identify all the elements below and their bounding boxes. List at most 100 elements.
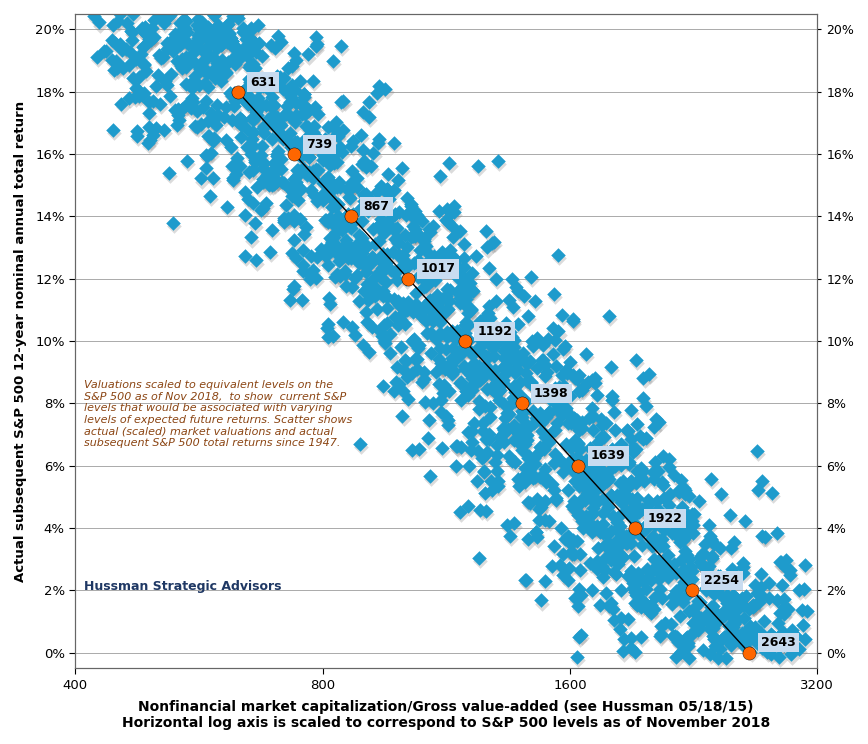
Point (115, 101, 129, 113)
Point (345, 144, 359, 155)
Point (530, 493, 544, 504)
Point (571, 417, 585, 429)
Point (237, 94, 251, 106)
Point (641, 522, 654, 533)
Point (517, 437, 531, 449)
Point (516, 408, 530, 420)
Point (658, 617, 672, 629)
Point (388, 269, 402, 281)
Point (536, 597, 549, 609)
Point (271, 179, 285, 190)
Point (610, 571, 624, 583)
Point (576, 458, 590, 469)
Point (576, 387, 590, 399)
Point (464, 369, 478, 381)
Point (706, 603, 720, 615)
Point (523, 312, 536, 324)
Point (305, 184, 319, 196)
Point (498, 333, 512, 345)
Point (418, 305, 431, 317)
Point (232, 13, 246, 25)
Point (677, 537, 691, 549)
Point (589, 496, 603, 507)
Point (622, 573, 636, 585)
Point (697, 550, 711, 562)
Point (352, 185, 365, 196)
Point (348, 329, 362, 341)
Point (455, 379, 469, 391)
Point (185, 92, 199, 104)
Point (387, 226, 401, 238)
Point (324, 235, 338, 247)
Point (430, 367, 444, 379)
Point (456, 341, 470, 353)
Point (366, 147, 380, 159)
Point (706, 629, 720, 641)
Point (339, 215, 352, 227)
Point (435, 406, 449, 418)
Point (301, 103, 315, 115)
Point (529, 526, 543, 538)
Point (378, 251, 391, 263)
Point (437, 382, 451, 394)
Point (579, 484, 593, 496)
Point (531, 365, 545, 376)
Point (382, 305, 396, 317)
Point (240, 123, 253, 135)
Point (422, 276, 436, 288)
Point (654, 620, 668, 632)
Point (295, 141, 309, 153)
Point (468, 420, 482, 432)
Point (289, 97, 303, 109)
Point (546, 321, 560, 333)
Point (280, 202, 294, 214)
Point (273, 75, 287, 87)
Point (201, 153, 214, 165)
Point (562, 464, 576, 475)
Point (88, 13, 102, 25)
Point (128, 92, 142, 103)
Point (448, 225, 462, 237)
Point (281, 213, 295, 225)
Point (503, 351, 517, 363)
Point (651, 562, 665, 574)
Point (654, 567, 667, 579)
Point (207, 138, 220, 150)
Point (595, 465, 609, 477)
Point (291, 112, 305, 124)
Point (674, 554, 688, 565)
Point (476, 417, 490, 429)
Point (548, 543, 562, 555)
Point (333, 181, 347, 193)
Point (736, 638, 750, 650)
Point (447, 345, 461, 357)
Point (657, 543, 671, 555)
Point (465, 365, 479, 376)
Point (219, 114, 233, 126)
Point (677, 647, 691, 658)
Point (235, 47, 249, 59)
Point (720, 607, 733, 619)
Point (319, 141, 332, 153)
Point (299, 112, 312, 124)
Point (461, 344, 475, 356)
Point (781, 603, 795, 615)
Point (539, 373, 553, 385)
Point (287, 117, 301, 129)
Point (294, 217, 308, 228)
Point (523, 499, 536, 511)
Point (479, 490, 493, 502)
Point (380, 279, 394, 291)
Point (585, 476, 599, 488)
Point (392, 322, 406, 334)
Point (589, 485, 602, 497)
Point (641, 502, 655, 514)
Point (500, 407, 514, 419)
Point (519, 395, 533, 407)
Point (583, 415, 597, 427)
Point (228, 58, 242, 70)
Point (345, 225, 358, 237)
Point (235, 134, 249, 146)
Point (488, 386, 502, 398)
Point (718, 635, 732, 647)
